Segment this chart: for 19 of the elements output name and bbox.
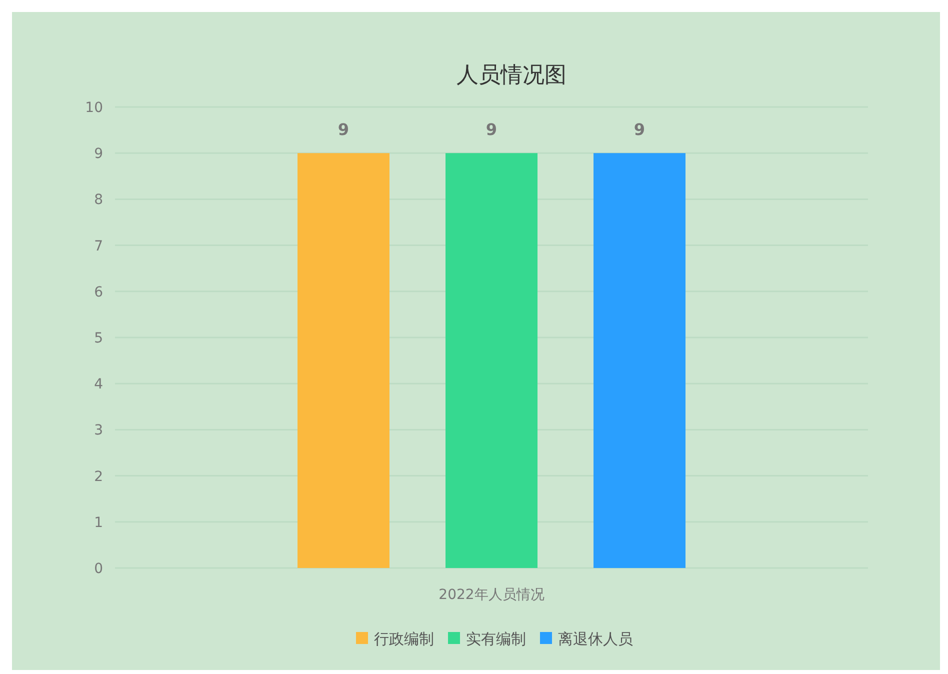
legend-label: 行政编制: [374, 630, 434, 648]
y-tick-label: 0: [94, 561, 103, 577]
y-tick-label: 3: [94, 422, 103, 439]
y-tick-label: 1: [94, 514, 103, 531]
data-label: 9: [486, 120, 498, 140]
y-tick-label: 7: [94, 238, 103, 254]
chart-title: 人员情况图: [456, 63, 566, 88]
data-label: 9: [338, 120, 350, 140]
legend-label: 实有编制: [466, 630, 526, 648]
y-tick-label: 8: [94, 192, 103, 208]
y-tick-label: 10: [85, 100, 103, 116]
data-label: 9: [634, 120, 646, 140]
y-tick-label: 2: [94, 468, 103, 485]
y-tick-label: 4: [94, 376, 104, 393]
y-tick-label: 9: [94, 146, 103, 162]
y-tick-label: 5: [94, 330, 103, 346]
x-tick-label: 2022年人员情况: [438, 587, 544, 603]
y-tick-label: 6: [94, 284, 104, 300]
legend-label: 离退休人员: [558, 630, 633, 648]
